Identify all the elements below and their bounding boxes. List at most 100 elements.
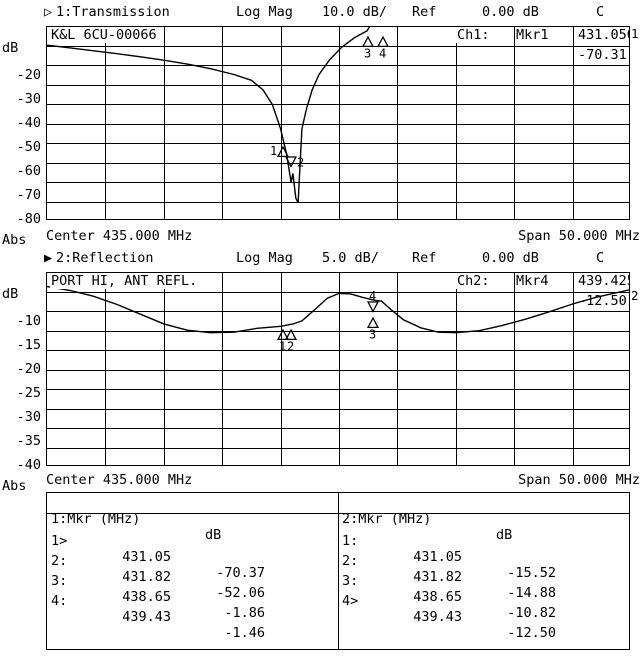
marker-label-2: 2 — [287, 339, 294, 353]
marker-index: 1: — [342, 533, 359, 549]
marker-amplitude: -1.86 — [224, 605, 265, 621]
table-row[interactable]: 4> 439.43 -12.50 — [338, 577, 629, 641]
marker-table-channel2: 2:Mkr (MHz) dB 1: 431.05 -15.52 2: 431.8… — [338, 493, 629, 649]
gridline-h — [47, 104, 629, 105]
plot2-port-note: PORT HI, ANT REFL. — [50, 273, 199, 289]
channel1-label[interactable]: 1:Transmission — [56, 4, 170, 20]
plot2-y-tick-4: -30 — [16, 409, 41, 425]
marker-label-4: 4 — [379, 46, 386, 60]
channel2-header: ▶ 2:Reflection Log Mag 5.0 dB/ Ref 0.00 … — [44, 250, 640, 268]
plot2-trace-svg — [47, 285, 629, 334]
gridline-h — [47, 46, 629, 47]
table1-rows: 1> 431.05 -70.37 2: 431.82 -52.06 3: 438… — [47, 517, 338, 641]
channel2-format[interactable]: Log Mag — [236, 250, 293, 266]
marker-triangle-1[interactable] — [276, 328, 290, 341]
table2-header-channel: 2:Mkr (MHz) — [342, 511, 432, 527]
gridline-v — [397, 27, 398, 219]
gridline-v — [456, 27, 457, 219]
plot2-y-tick-2: -20 — [16, 361, 41, 377]
plot2-y-tick-1: -15 — [16, 337, 41, 353]
plot1-channel-flag: 1 — [631, 26, 639, 41]
table-divider — [338, 493, 340, 649]
marker-amplitude: -1.46 — [224, 625, 265, 641]
gridline-h — [47, 202, 629, 203]
table-row[interactable]: 3: 438.65 -10.82 — [338, 557, 629, 621]
table-row[interactable]: 1> 431.05 -70.37 — [47, 517, 338, 581]
table2-header-value: dB — [496, 527, 513, 543]
table-row[interactable]: 4: 439.43 -1.46 — [47, 577, 338, 641]
table-row[interactable]: 1: 431.05 -15.52 — [338, 517, 629, 581]
plot1-marker-frequency: 431.050 MHz — [577, 27, 629, 43]
table-row[interactable]: 3: 438.65 -1.86 — [47, 557, 338, 621]
plot2-marker-channel: Ch2: — [456, 273, 491, 289]
marker-amplitude: -15.52 — [507, 565, 556, 581]
plot1-y-tick-4: -60 — [16, 163, 41, 179]
gridline-h — [47, 448, 629, 449]
gridline-v — [573, 273, 574, 465]
channel2-correction-flag: C — [596, 250, 605, 266]
marker-frequency: 438.65 — [122, 589, 171, 605]
plot2-marker-number: Mkr4 — [515, 273, 550, 289]
table-row[interactable]: 2: 431.82 -14.88 — [338, 537, 629, 601]
reflection-trace — [47, 285, 629, 334]
gridline-v — [105, 273, 106, 465]
gridline-h — [47, 143, 629, 144]
channel1-format[interactable]: Log Mag — [236, 4, 293, 20]
table2-rows: 1: 431.05 -15.52 2: 431.82 -14.88 3: 438… — [338, 517, 629, 641]
marker-amplitude: -70.37 — [216, 565, 265, 581]
marker-triangle-2[interactable] — [284, 156, 298, 168]
gridline-v — [222, 27, 223, 219]
gridline-v — [281, 27, 282, 219]
gridline-h — [47, 65, 629, 66]
marker-frequency: 431.82 — [413, 569, 462, 585]
plot1-marker-channel: Ch1: — [456, 27, 491, 43]
plot1-y-tick-3: -50 — [16, 139, 41, 155]
gridline-v — [514, 27, 515, 219]
transmission-trace — [47, 27, 371, 204]
plot1-y-tick-5: -70 — [16, 187, 41, 203]
channel2-active-marker-icon: ▶ — [44, 250, 53, 266]
plot1-x-axis: Center 435.000 MHz Span 50.000 MHz — [44, 228, 640, 245]
gridline-h — [47, 409, 629, 410]
marker-index: 3: — [51, 573, 68, 589]
plot2-y-tick-0: -10 — [16, 313, 41, 329]
marker-triangle-1[interactable] — [276, 145, 290, 158]
channel2-label[interactable]: 2:Reflection — [56, 250, 154, 266]
channel1-scale[interactable]: 10.0 dB/ — [322, 4, 388, 20]
plot2-marker-amplitude: -12.50 dB — [578, 293, 627, 309]
gridline-v — [281, 273, 282, 465]
table-header-separator — [47, 513, 629, 515]
plot1-center-frequency[interactable]: Center 435.000 MHz — [46, 228, 193, 244]
marker-triangle-3[interactable] — [366, 316, 380, 329]
marker-frequency: 431.82 — [122, 569, 171, 585]
marker-index: 4> — [342, 593, 359, 609]
plot2-center-frequency[interactable]: Center 435.000 MHz — [46, 472, 193, 488]
gridline-v — [164, 27, 165, 219]
table-row[interactable]: 2: 431.82 -52.06 — [47, 537, 338, 601]
marker-frequency: 439.43 — [413, 609, 462, 625]
plot1-span[interactable]: Span 50.000 MHz — [518, 228, 640, 244]
plot2-y-tick-5: -35 — [16, 433, 41, 449]
gridline-h — [47, 428, 629, 429]
channel1-ref-value[interactable]: 0.00 dB — [482, 4, 539, 20]
marker-triangle-4[interactable] — [376, 35, 390, 48]
channel1-correction-flag: C — [596, 4, 605, 20]
channel2-ref-value[interactable]: 0.00 dB — [482, 250, 539, 266]
gridline-v — [514, 273, 515, 465]
transmission-plot[interactable]: 1 2 34 K&L 6CU-00066 Ch1: Mkr1 431.050 MHz… — [46, 26, 630, 220]
marker-label-3: 3 — [369, 327, 376, 341]
marker-triangle-2[interactable] — [284, 328, 298, 341]
plot2-span[interactable]: Span 50.000 MHz — [518, 472, 640, 488]
marker-triangle-4[interactable] — [366, 301, 380, 313]
channel1-header: ▷ 1:Transmission Log Mag 10.0 dB/ Ref 0.… — [44, 4, 640, 22]
channel2-scale[interactable]: 5.0 dB/ — [322, 250, 379, 266]
plot1-markers-svg: 1 2 3 4 — [270, 35, 390, 169]
plot2-x-axis: Center 435.000 MHz Span 50.000 MHz — [44, 472, 640, 489]
plot2-y-unit: dB — [2, 286, 19, 302]
marker-table-channel1: 1:Mkr (MHz) dB 1> 431.05 -70.37 2: 431.8… — [47, 493, 338, 649]
marker-label-1: 1 — [279, 339, 286, 353]
gridline-h — [47, 370, 629, 371]
marker-frequency: 439.43 — [122, 609, 171, 625]
marker-triangle-3[interactable] — [361, 35, 375, 48]
